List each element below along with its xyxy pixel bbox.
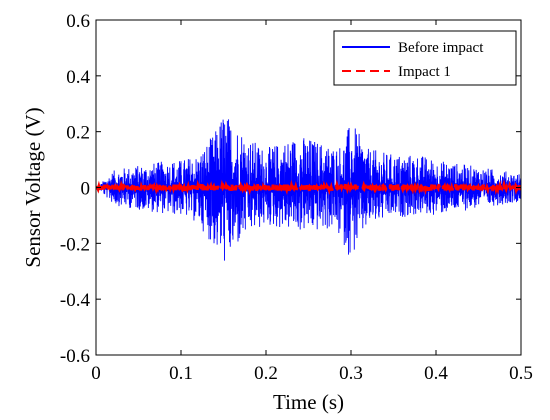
legend: Before impact Impact 1 — [333, 30, 517, 86]
legend-label-before-impact: Before impact — [398, 40, 484, 56]
y-axis-label: Sensor Voltage (V) — [21, 107, 45, 267]
x-tick-label: 0.4 — [424, 363, 448, 384]
x-tick-label: 0.5 — [509, 363, 533, 384]
x-tick-label: 0.2 — [254, 363, 278, 384]
x-axis-label: Time (s) — [273, 390, 344, 414]
y-tick-label: -0.2 — [60, 234, 90, 255]
axis-ticks: 0 0.1 0.2 0.3 0.4 0.5 -0.6 -0.4 -0.2 0 0.2 0.4 0.6 — [60, 11, 533, 384]
y-tick-label: 0.6 — [66, 11, 90, 32]
legend-box — [333, 30, 517, 86]
y-tick-label: 0.2 — [66, 123, 90, 144]
y-tick-label: -0.6 — [60, 346, 90, 367]
y-tick-label: -0.4 — [60, 290, 91, 311]
x-tick-label: 0 — [91, 363, 101, 384]
x-tick-label: 0.3 — [339, 363, 363, 384]
legend-label-impact-1: Impact 1 — [398, 64, 451, 80]
plot-area — [96, 119, 521, 261]
x-tick-label: 0.1 — [169, 363, 193, 384]
series-line-impact-1 — [96, 179, 521, 196]
y-tick-label: 0.4 — [66, 67, 90, 88]
y-tick-label: 0 — [81, 179, 91, 200]
